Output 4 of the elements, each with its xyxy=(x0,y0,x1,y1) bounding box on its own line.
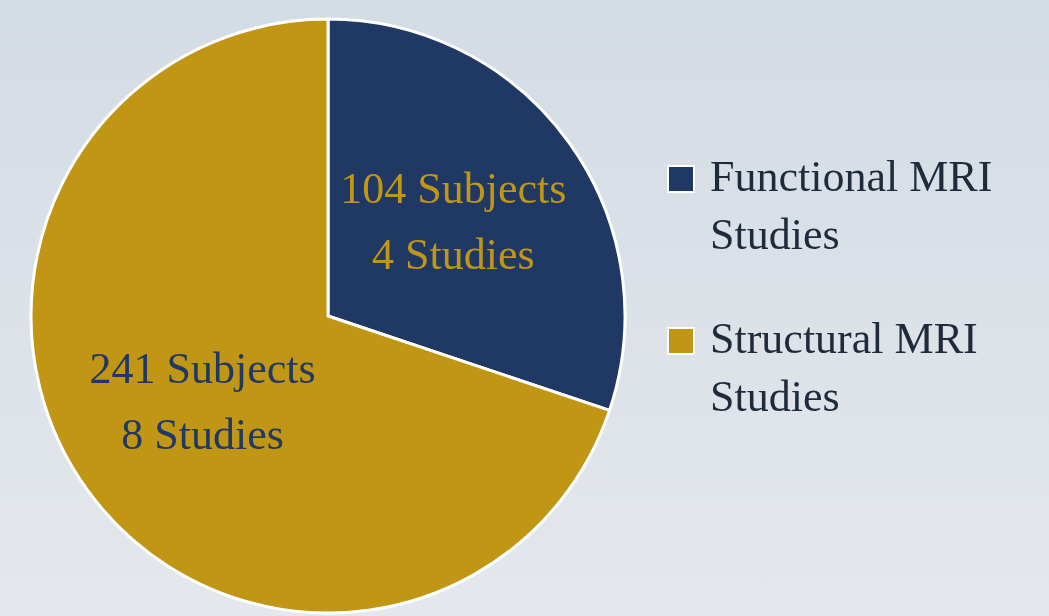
data-label: 241 Subjects 8 Studies xyxy=(89,344,316,460)
data-label: 104 Subjects 4 Studies xyxy=(340,163,567,279)
legend-label: Structural MRI Studies xyxy=(710,314,978,422)
legend-label: Functional MRI Studies xyxy=(710,152,993,260)
